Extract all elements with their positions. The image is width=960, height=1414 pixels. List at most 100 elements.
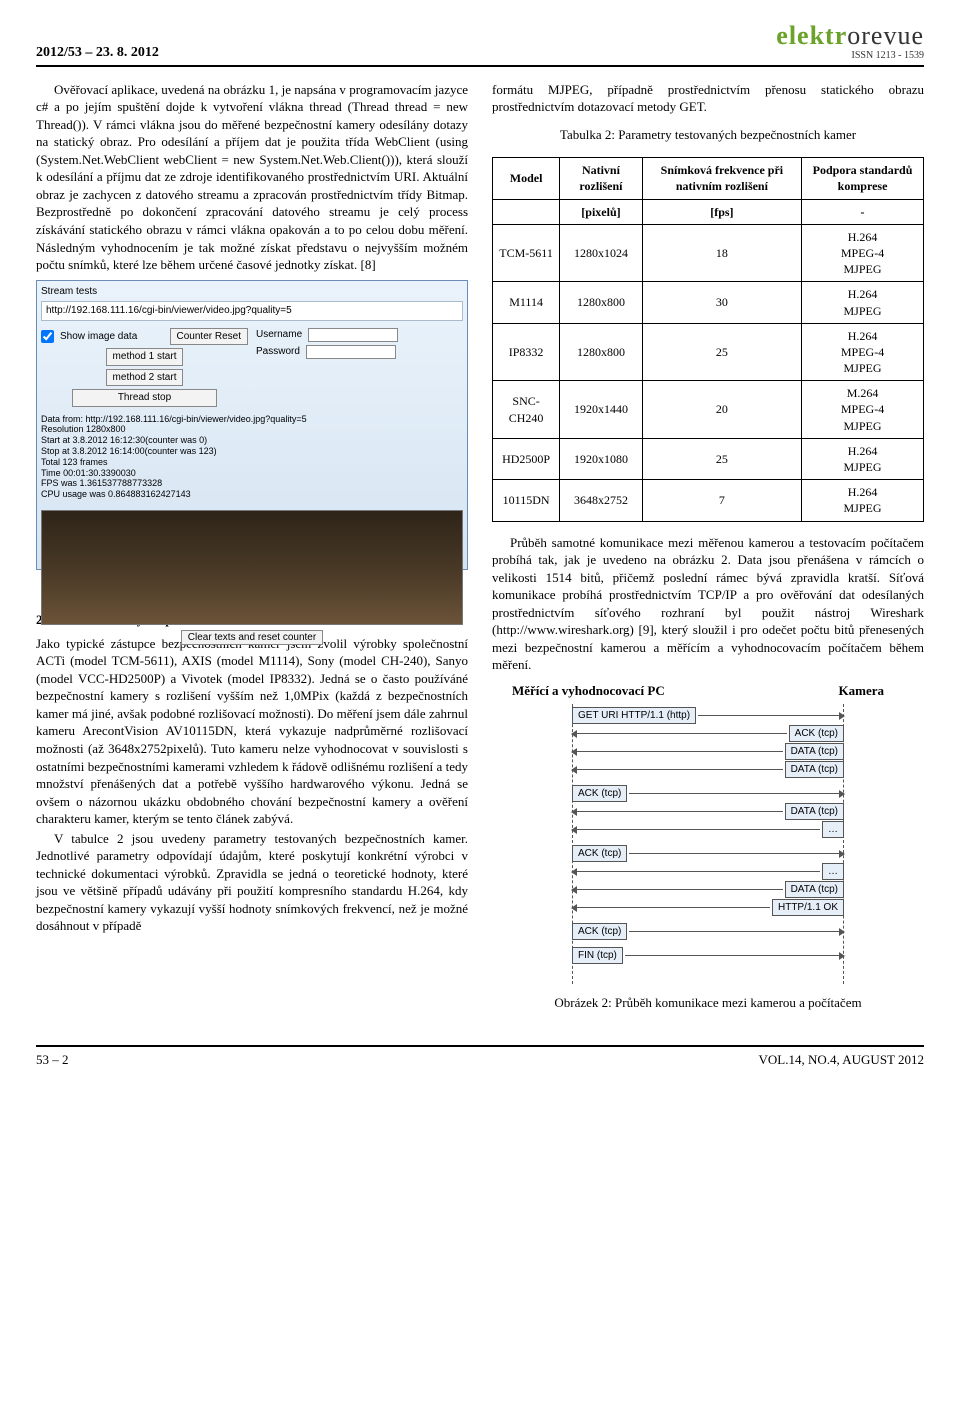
stream-tests-screenshot: Stream tests http://192.168.111.16/cgi-b… — [36, 280, 468, 570]
data-output: Data from: http://192.168.111.16/cgi-bin… — [41, 414, 463, 500]
table-row: SNC-CH2401920x144020M.264 MPEG-4 MJPEG — [493, 381, 924, 439]
page-header: 2012/53 – 23. 8. 2012 elektrorevue ISSN … — [36, 18, 924, 67]
header-date: 2012/53 – 23. 8. 2012 — [36, 44, 159, 63]
seq-message: ACK (tcp) — [572, 846, 844, 862]
figure2-caption: Obrázek 2: Průběh komunikace mezi kamero… — [492, 994, 924, 1012]
page-footer: 53 – 2 VOL.14, NO.4, AUGUST 2012 — [36, 1045, 924, 1069]
seq-message-label: DATA (tcp) — [785, 803, 844, 821]
method1-button[interactable]: method 1 start — [106, 348, 184, 366]
camera-params-table: Model Nativní rozlišení Snímková frekven… — [492, 157, 924, 521]
logo-suffix: orevue — [847, 21, 924, 50]
table-cell: 25 — [642, 323, 801, 381]
left-para-2: Jako typické zástupce bezpečnostních kam… — [36, 635, 468, 828]
table-cell: 1920x1440 — [560, 381, 643, 439]
table-cell: H.264 MPEG-4 MJPEG — [802, 323, 924, 381]
table-cell: 10115DN — [493, 480, 560, 521]
seq-message: DATA (tcp) — [572, 744, 844, 760]
unit-fps: [fps] — [642, 199, 801, 224]
table-cell: 1280x800 — [560, 282, 643, 323]
footer-volume: VOL.14, NO.4, AUGUST 2012 — [758, 1051, 924, 1069]
url-field[interactable]: http://192.168.111.16/cgi-bin/viewer/vid… — [41, 301, 463, 321]
logo-area: elektrorevue ISSN 1213 - 1539 — [776, 18, 924, 63]
seq-message-label: FIN (tcp) — [572, 947, 623, 965]
seq-message-label: ACK (tcp) — [789, 725, 844, 743]
table-cell: H.264 MPEG-4 MJPEG — [802, 224, 924, 282]
left-para-1: Ověřovací aplikace, uvedená na obrázku 1… — [36, 81, 468, 274]
seq-message-label: ACK (tcp) — [572, 785, 627, 803]
seq-message: … — [572, 864, 844, 880]
seq-message-label: DATA (tcp) — [785, 881, 844, 899]
table-header-row: Model Nativní rozlišení Snímková frekven… — [493, 158, 924, 199]
unit-res: [pixelů] — [560, 199, 643, 224]
seq-message-label: HTTP/1.1 OK — [772, 899, 844, 917]
left-column: Ověřovací aplikace, uvedená na obrázku 1… — [36, 81, 468, 1025]
method2-button[interactable]: method 2 start — [106, 369, 184, 387]
show-image-label: Show image data — [60, 330, 137, 344]
seq-message: DATA (tcp) — [572, 762, 844, 778]
camera-image-preview — [41, 510, 463, 625]
table-body: TCM-56111280x102418H.264 MPEG-4 MJPEGM11… — [493, 224, 924, 521]
seq-message: ACK (tcp) — [572, 924, 844, 940]
right-column: formátu MJPEG, případně prostřednictvím … — [492, 81, 924, 1025]
logo-prefix: elektr — [776, 21, 847, 50]
logo: elektrorevue — [776, 21, 924, 50]
table-cell: IP8332 — [493, 323, 560, 381]
username-input[interactable] — [308, 328, 398, 342]
table-cell: M1114 — [493, 282, 560, 323]
clear-reset-button[interactable]: Clear texts and reset counter — [181, 630, 323, 645]
table-cell: H.264 MJPEG — [802, 438, 924, 479]
window-title: Stream tests — [41, 285, 463, 299]
table-cell: 20 — [642, 381, 801, 439]
table-cell: 1920x1080 — [560, 438, 643, 479]
footer-page: 53 – 2 — [36, 1051, 69, 1069]
table-cell: H.264 MJPEG — [802, 480, 924, 521]
table-cell: H.264 MJPEG — [802, 282, 924, 323]
password-input[interactable] — [306, 345, 396, 359]
table-row: 10115DN3648x27527H.264 MJPEG — [493, 480, 924, 521]
right-para-2: Průběh samotné komunikace mezi měřenou k… — [492, 534, 924, 674]
seq-body: GET URI HTTP/1.1 (http)ACK (tcp)DATA (tc… — [492, 704, 924, 984]
password-label: Password — [256, 345, 300, 359]
left-para-3: V tabulce 2 jsou uvedeny parametry testo… — [36, 830, 468, 935]
seq-message-label: ACK (tcp) — [572, 923, 627, 941]
seq-message: DATA (tcp) — [572, 804, 844, 820]
table-unit-row: [pixelů] [fps] - — [493, 199, 924, 224]
seq-pc-label: Měřící a vyhodnocovací PC — [492, 682, 698, 700]
table-cell: 3648x2752 — [560, 480, 643, 521]
table-row: HD2500P1920x108025H.264 MJPEG — [493, 438, 924, 479]
table-cell: SNC-CH240 — [493, 381, 560, 439]
seq-message-label: GET URI HTTP/1.1 (http) — [572, 707, 696, 725]
seq-message: ACK (tcp) — [572, 786, 844, 802]
username-label: Username — [256, 328, 302, 342]
two-column-body: Ověřovací aplikace, uvedená na obrázku 1… — [36, 81, 924, 1025]
seq-message: HTTP/1.1 OK — [572, 900, 844, 916]
table-cell: 1280x1024 — [560, 224, 643, 282]
seq-message: … — [572, 822, 844, 838]
seq-message: DATA (tcp) — [572, 882, 844, 898]
table-row: TCM-56111280x102418H.264 MPEG-4 MJPEG — [493, 224, 924, 282]
table-cell: 1280x800 — [560, 323, 643, 381]
th-codec: Podpora standardů komprese — [802, 158, 924, 199]
table-row: IP83321280x80025H.264 MPEG-4 MJPEG — [493, 323, 924, 381]
right-para-1: formátu MJPEG, případně prostřednictvím … — [492, 81, 924, 116]
seq-message-label: DATA (tcp) — [785, 743, 844, 761]
seq-message-label: … — [822, 821, 844, 839]
issn: ISSN 1213 - 1539 — [776, 49, 924, 63]
thread-stop-button[interactable]: Thread stop — [72, 389, 217, 407]
table-cell: TCM-5611 — [493, 224, 560, 282]
table-cell: 30 — [642, 282, 801, 323]
table-cell: 25 — [642, 438, 801, 479]
sequence-diagram: Měřící a vyhodnocovací PC Kamera GET URI… — [492, 682, 924, 984]
seq-message: FIN (tcp) — [572, 948, 844, 964]
table-cell: 18 — [642, 224, 801, 282]
th-resolution: Nativní rozlišení — [560, 158, 643, 199]
th-model: Model — [493, 158, 560, 199]
show-image-checkbox[interactable] — [41, 330, 54, 343]
seq-message-label: … — [822, 863, 844, 881]
table-cell: 7 — [642, 480, 801, 521]
seq-message-label: DATA (tcp) — [785, 761, 844, 779]
unit-model — [493, 199, 560, 224]
seq-cam-label: Kamera — [698, 682, 924, 700]
counter-reset-button[interactable]: Counter Reset — [170, 328, 248, 346]
seq-message: GET URI HTTP/1.1 (http) — [572, 708, 844, 724]
